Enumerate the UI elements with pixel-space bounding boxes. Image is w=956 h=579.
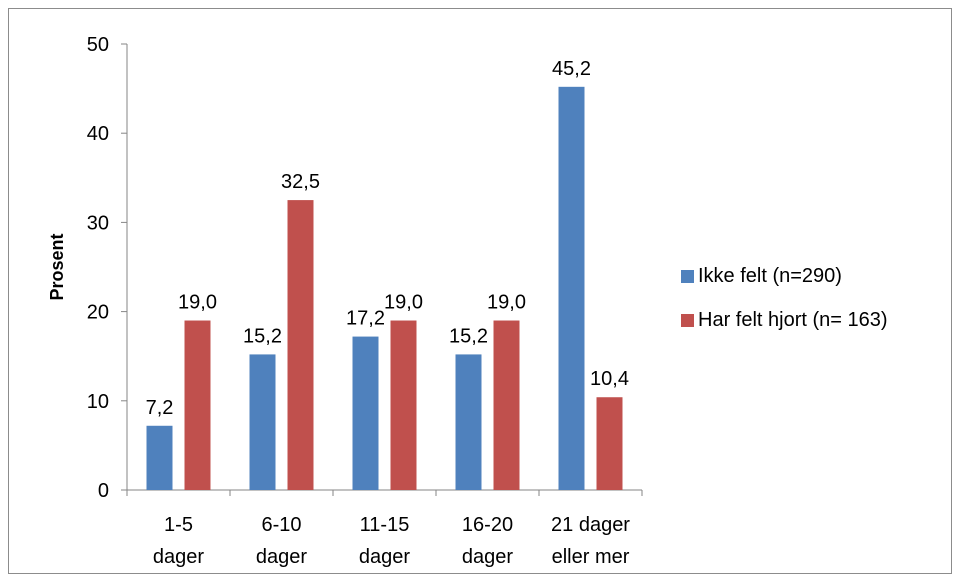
y-tick-label: 30 bbox=[87, 212, 109, 234]
x-tick-label: eller mer bbox=[552, 546, 630, 568]
data-label: 15,2 bbox=[449, 325, 488, 347]
x-tick-label: dager bbox=[256, 546, 307, 568]
x-tick-label: 11-15 bbox=[360, 514, 410, 536]
y-tick-label: 20 bbox=[87, 302, 109, 324]
legend: Ikke felt (n=290) Har felt hjort (n= 163) bbox=[681, 265, 888, 331]
x-tick-label: 6-10 bbox=[261, 514, 301, 536]
legend-swatch bbox=[681, 270, 694, 283]
y-tick-label: 10 bbox=[87, 391, 109, 413]
bar-har-felt bbox=[596, 397, 623, 490]
bar-ikke-felt bbox=[249, 354, 276, 490]
y-tick-label: 50 bbox=[87, 34, 109, 56]
x-tick-label: dager bbox=[462, 546, 513, 568]
data-label: 15,2 bbox=[243, 325, 282, 347]
bar-har-felt bbox=[390, 320, 417, 490]
bar-har-felt bbox=[493, 320, 520, 490]
bar-har-felt bbox=[287, 200, 314, 490]
x-tick-label: 21 dager bbox=[551, 514, 630, 536]
legend-label: Ikke felt (n=290) bbox=[698, 265, 842, 287]
data-label: 19,0 bbox=[487, 292, 526, 314]
data-label: 17,2 bbox=[346, 308, 385, 330]
x-tick-label: 16-20 bbox=[462, 514, 513, 536]
data-label: 19,0 bbox=[178, 292, 217, 314]
legend-swatch bbox=[681, 314, 694, 327]
bar-har-felt bbox=[184, 320, 211, 490]
y-tick-label: 0 bbox=[98, 480, 109, 502]
bar-ikke-felt bbox=[352, 336, 379, 490]
x-tick-label: dager bbox=[153, 546, 204, 568]
data-label: 7,2 bbox=[146, 397, 174, 419]
data-label: 10,4 bbox=[590, 368, 629, 390]
x-tick-label: 1-5 bbox=[164, 514, 193, 536]
data-label: 45,2 bbox=[552, 58, 591, 80]
data-label: 19,0 bbox=[384, 292, 423, 314]
y-tick-label: 40 bbox=[87, 123, 109, 145]
bar-ikke-felt bbox=[558, 86, 585, 490]
bars: 7,2 15,2 17,2 15,2 45,2 19,0 32,5 19,0 19,0 10,4 bbox=[146, 58, 629, 490]
axes: 0 10 20 30 40 50 1-5 dager 6-10 dager 11-15 dager 16… bbox=[47, 34, 643, 568]
bar-ikke-felt bbox=[146, 425, 173, 490]
data-label: 32,5 bbox=[281, 171, 320, 193]
legend-label: Har felt hjort (n= 163) bbox=[698, 309, 888, 331]
bar-ikke-felt bbox=[455, 354, 482, 490]
y-axis-title: Prosent bbox=[47, 233, 67, 300]
x-tick-label: dager bbox=[359, 546, 410, 568]
